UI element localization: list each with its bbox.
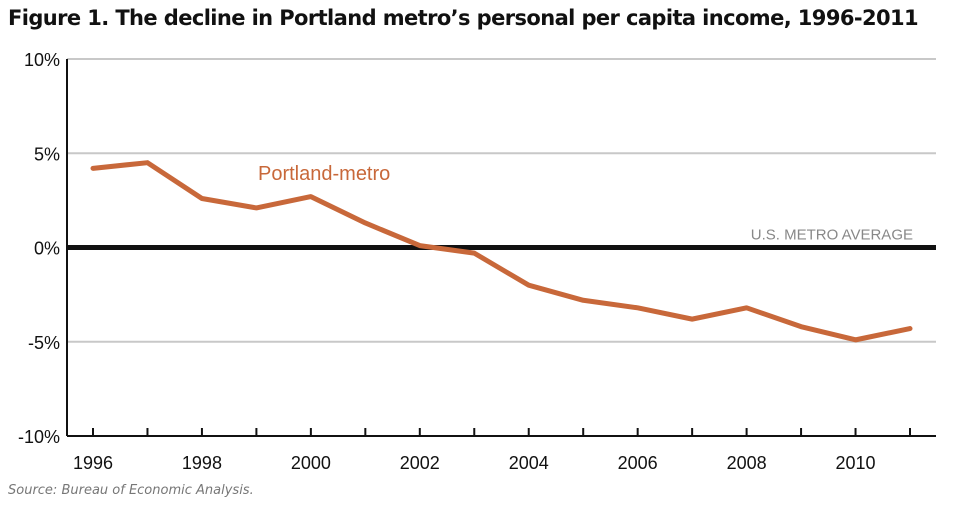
x-tick-label: 2002 xyxy=(400,453,440,473)
chart-title: Figure 1. The decline in Portland metro’… xyxy=(8,6,919,30)
source-note: Source: Bureau of Economic Analysis. xyxy=(8,483,254,498)
y-tick-label: -5% xyxy=(28,333,60,353)
x-tick-label: 2000 xyxy=(291,453,331,473)
x-tick-label: 1998 xyxy=(182,453,222,473)
x-tick-label: 2010 xyxy=(836,453,876,473)
y-tick-label: 5% xyxy=(34,144,60,164)
y-tick-label: -10% xyxy=(18,427,60,447)
y-tick-label: 10% xyxy=(24,50,60,70)
x-tick-label: 2006 xyxy=(618,453,658,473)
series-line-portland-metro xyxy=(90,160,913,343)
reference-line-label: U.S. METRO AVERAGE xyxy=(751,227,913,244)
x-tick-label: 2004 xyxy=(509,453,549,473)
y-tick-label: 0% xyxy=(34,239,60,259)
x-tick-label: 1996 xyxy=(73,453,113,473)
series-label: Portland-metro xyxy=(258,163,390,185)
x-tick-label: 2008 xyxy=(727,453,767,473)
